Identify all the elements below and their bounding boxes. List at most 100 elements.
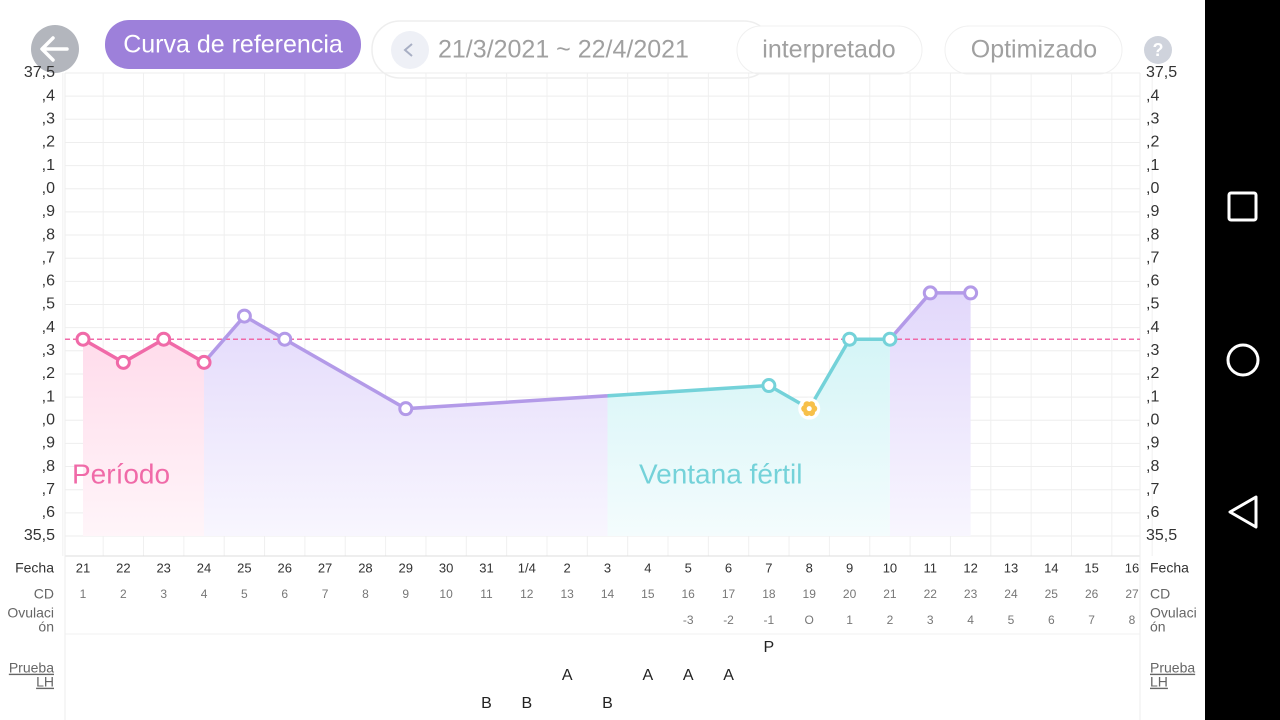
x-tick-label: 29	[399, 560, 413, 575]
y-tick-label-right: ,2	[1146, 365, 1159, 382]
y-tick-label: ,1	[42, 157, 55, 174]
row-label-cd: CD	[1150, 586, 1170, 602]
y-tick-label-right: ,4	[1146, 87, 1159, 104]
row-label-cd: CD	[34, 586, 54, 602]
cd-label: 23	[964, 587, 978, 601]
row-label-lh: Prueba	[9, 660, 54, 676]
nav-bar	[1205, 0, 1280, 720]
cd-label: 1	[80, 587, 87, 601]
ovulation-label: -2	[723, 613, 734, 627]
y-tick-label: 37,5	[24, 64, 55, 81]
ovulation-label: -3	[683, 613, 694, 627]
cd-label: 8	[362, 587, 369, 601]
recents-button[interactable]	[1227, 191, 1258, 222]
temp-area	[83, 339, 205, 536]
row-label-ovulation: ón	[38, 619, 54, 635]
x-tick-label: 10	[883, 560, 897, 575]
x-tick-label: 15	[1084, 560, 1098, 575]
y-tick-label-right: ,6	[1146, 504, 1159, 521]
cd-label: 19	[803, 587, 817, 601]
tab-label[interactable]: Curva de referencia	[123, 31, 343, 59]
cd-label: 15	[641, 587, 655, 601]
y-tick-label: ,8	[42, 458, 55, 475]
ovulation-label: O	[805, 613, 814, 627]
x-tick-label: 31	[479, 560, 493, 575]
date-range: 21/3/2021 ~ 22/4/2021	[438, 36, 689, 64]
interpreted-label[interactable]: interpretado	[762, 36, 895, 64]
fertile-label: Ventana fértil	[639, 458, 802, 489]
y-tick-label-right: ,9	[1146, 435, 1159, 452]
help-button[interactable]	[1144, 36, 1172, 64]
ovulation-label: -1	[764, 613, 775, 627]
y-tick-label: ,4	[42, 319, 55, 336]
temp-point	[842, 331, 858, 347]
y-tick-label: ,3	[42, 342, 55, 359]
y-tick-label-right: ,5	[1146, 296, 1159, 313]
lh-label: A	[683, 667, 694, 684]
y-tick-label: ,0	[42, 411, 55, 428]
row-label-lh: LH	[1150, 674, 1168, 690]
x-tick-label: 14	[1044, 560, 1058, 575]
x-tick-label: 2	[564, 560, 571, 575]
lh-label: A	[562, 667, 573, 684]
cd-label: 12	[520, 587, 534, 601]
row-label-ovulation: ón	[1150, 619, 1166, 635]
tab-pill[interactable]	[105, 20, 361, 69]
y-tick-label: 35,5	[24, 527, 55, 544]
x-tick-label: 16	[1125, 560, 1139, 575]
temp-point	[761, 378, 777, 394]
x-tick-label: 13	[1004, 560, 1018, 575]
back-button[interactable]	[31, 25, 79, 73]
temp-point	[398, 401, 414, 417]
y-tick-label-right: ,7	[1146, 481, 1159, 498]
temp-point	[236, 308, 252, 324]
optimized-label[interactable]: Optimizado	[971, 36, 1097, 64]
y-tick-label-right: ,1	[1146, 157, 1159, 174]
y-tick-label: ,0	[42, 180, 55, 197]
y-tick-label-right: ,3	[1146, 111, 1159, 128]
help-label[interactable]: ?	[1153, 40, 1164, 60]
x-tick-label: 12	[963, 560, 977, 575]
ovulation-label: 8	[1129, 613, 1136, 627]
cd-label: 3	[160, 587, 167, 601]
y-tick-label: ,7	[42, 481, 55, 498]
cd-label: 25	[1045, 587, 1059, 601]
temp-point	[75, 331, 91, 347]
cd-label: 6	[281, 587, 288, 601]
x-tick-label: 24	[197, 560, 211, 575]
back-nav-button[interactable]	[1228, 495, 1258, 529]
ovulation-label: 2	[887, 613, 894, 627]
x-tick-label: 9	[846, 560, 853, 575]
x-tick-label: 25	[237, 560, 251, 575]
x-tick-label: 1/4	[518, 560, 536, 575]
x-tick-label: 8	[806, 560, 813, 575]
cd-label: 22	[924, 587, 938, 601]
row-label-ovulation: Ovulaci	[7, 605, 54, 621]
x-tick-label: 26	[277, 560, 291, 575]
cd-label: 5	[241, 587, 248, 601]
y-tick-label: ,4	[42, 87, 55, 104]
cd-label: 13	[560, 587, 574, 601]
cd-label: 4	[201, 587, 208, 601]
cd-label: 14	[601, 587, 615, 601]
y-tick-label-right: ,4	[1146, 319, 1159, 336]
y-tick-label-right: ,6	[1146, 273, 1159, 290]
x-tick-label: 27	[318, 560, 332, 575]
x-tick-label: 30	[439, 560, 453, 575]
y-tick-label: ,9	[42, 203, 55, 220]
optimized-pill[interactable]	[944, 25, 1123, 75]
date-icon[interactable]	[391, 31, 429, 69]
temp-area	[204, 316, 608, 536]
x-tick-label: 28	[358, 560, 372, 575]
y-tick-label-right: ,0	[1146, 180, 1159, 197]
y-tick-label: ,1	[42, 388, 55, 405]
temp-point	[963, 285, 979, 301]
home-button[interactable]	[1226, 343, 1260, 377]
flower-center	[806, 406, 812, 412]
y-tick-label: ,8	[42, 226, 55, 243]
y-tick-label-right: ,7	[1146, 249, 1159, 266]
y-tick-label-right: ,1	[1146, 388, 1159, 405]
ovulation-label: 7	[1088, 613, 1095, 627]
cd-label: 21	[883, 587, 897, 601]
